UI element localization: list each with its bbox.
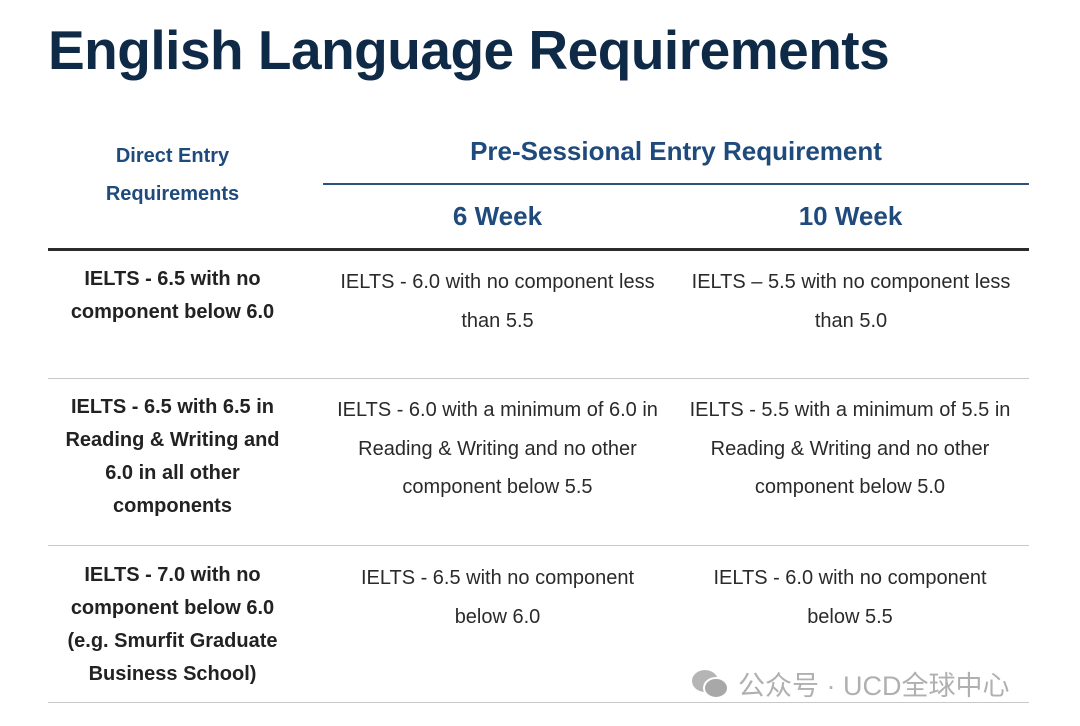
header-direct-entry: Direct Entry Requirements — [105, 145, 240, 205]
row2-6week: IELTS - 6.0 with a minimum of 6.0 in Rea… — [337, 399, 658, 498]
row2-direct: IELTS - 6.5 with 6.5 in Reading & Writin… — [65, 396, 280, 517]
row1-10week: IELTS – 5.5 with no component less than … — [691, 271, 1011, 332]
row1-6week: IELTS - 6.0 with no component less than … — [340, 271, 655, 332]
header-bottom-rule — [48, 248, 1029, 251]
page-title: English Language Requirements — [48, 19, 890, 81]
row3-6week: IELTS - 6.5 with no component below 6.0 — [360, 567, 635, 628]
header-divider — [323, 183, 1029, 185]
watermark: 公众号 · UCD全球中心 — [690, 664, 1010, 703]
row-divider — [48, 378, 1029, 379]
row-divider — [48, 702, 1029, 703]
watermark-text: 公众号 · UCD全球中心 — [738, 671, 1010, 701]
header-10-week: 10 Week — [798, 201, 903, 231]
header-6-week: 6 Week — [452, 201, 543, 231]
row-divider — [48, 545, 1029, 546]
row3-10week: IELTS - 6.0 with no component below 5.5 — [713, 567, 987, 628]
row3-direct: IELTS - 7.0 with no component below 6.0 … — [67, 564, 278, 685]
row2-10week: IELTS - 5.5 with a minimum of 5.5 in Rea… — [689, 399, 1011, 498]
wechat-icon — [692, 669, 729, 699]
header-pre-sessional: Pre-Sessional Entry Requirement — [470, 136, 882, 166]
row1-direct: IELTS - 6.5 with no component below 6.0 — [70, 268, 275, 323]
